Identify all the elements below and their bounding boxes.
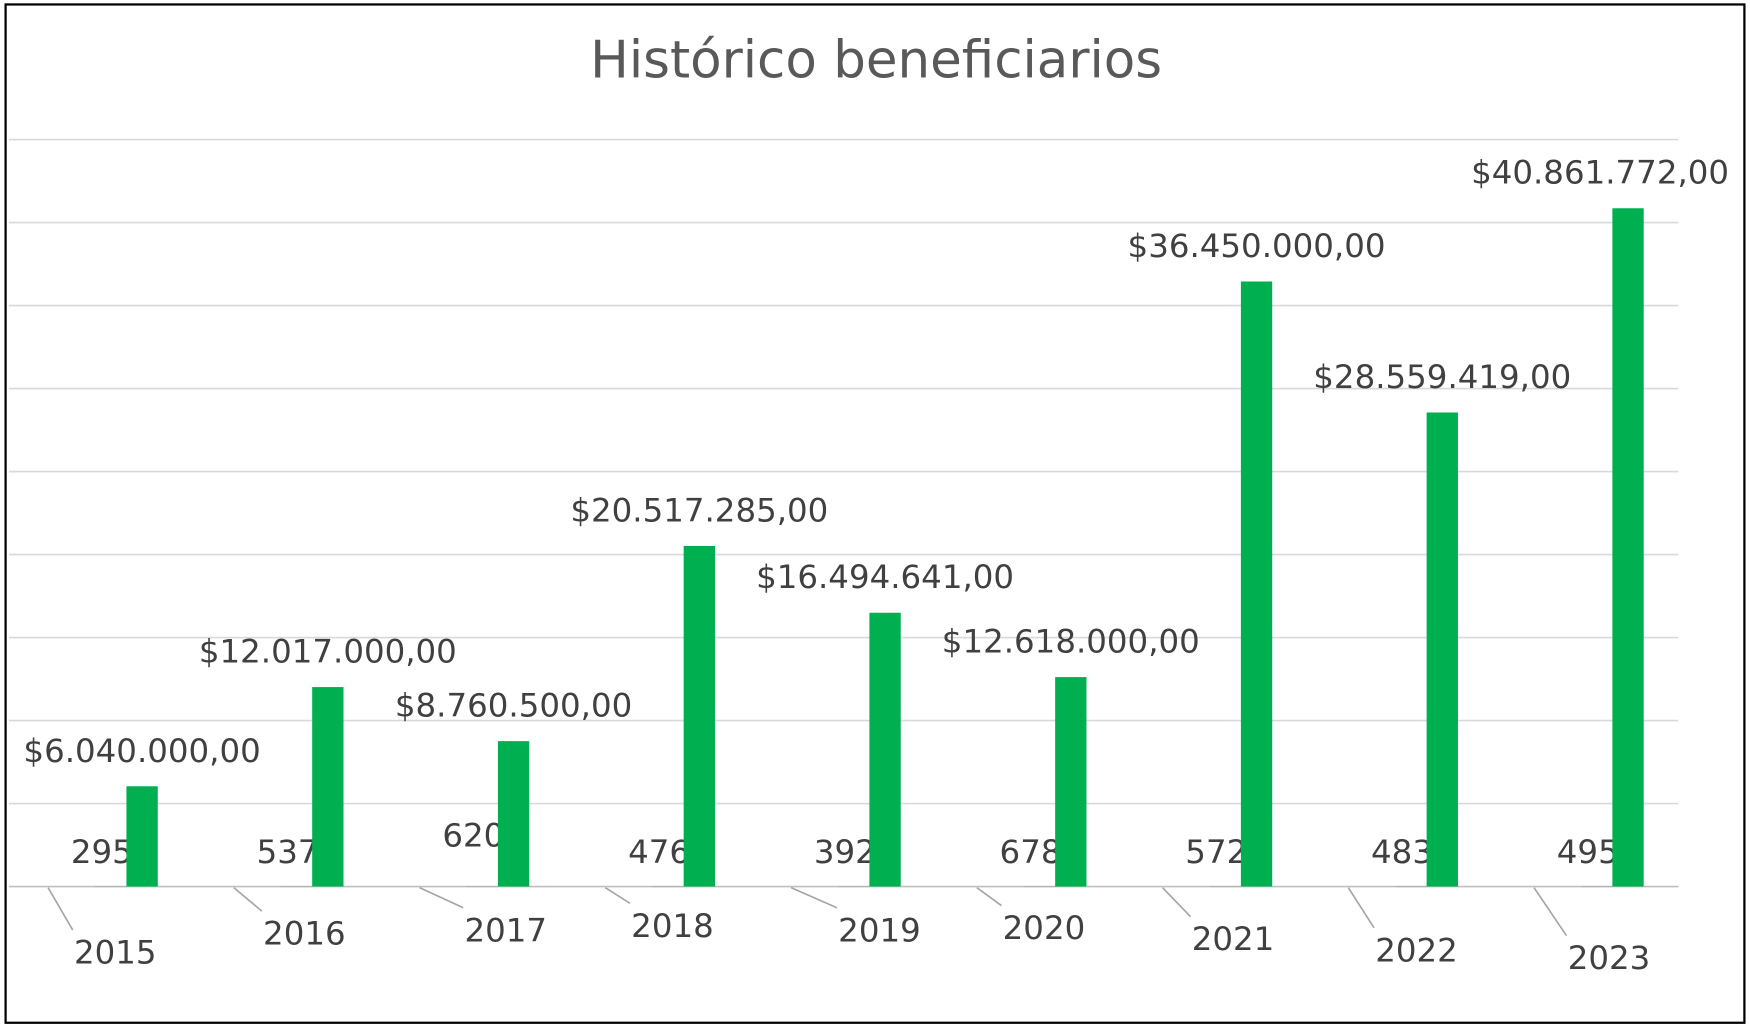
data-label: 392 [814,833,876,871]
data-label: 483 [1371,833,1433,871]
leader-line [790,886,838,909]
data-label: $6.040.000,00 [23,732,260,770]
bar [838,886,870,888]
leader-line [47,887,74,931]
data-label: $40.861.772,00 [1471,154,1729,192]
bar [95,886,127,888]
bar [497,741,530,887]
data-label: 476 [628,833,690,871]
bar [869,612,901,887]
data-label: 678 [1000,833,1062,871]
leader-line [1347,887,1375,929]
bar [312,687,344,887]
data-label: 620 [442,816,504,854]
leader-line [1533,887,1568,937]
x-tick-label: 2020 [1003,909,1086,947]
leader-line [1161,887,1192,918]
x-tick-label: 2017 [464,911,547,949]
leader-line [419,886,464,909]
leader-line [233,887,263,912]
data-label: $12.017.000,00 [199,633,457,671]
bar [1612,208,1644,887]
bar [466,886,498,888]
leader-line [976,886,1002,907]
x-tick-label: 2019 [838,911,921,949]
bar [683,545,715,887]
data-label: $12.618.000,00 [942,623,1200,661]
data-label: $20.517.285,00 [570,491,828,529]
x-tick-label: 2023 [1568,939,1651,977]
x-tick-label: 2016 [263,915,346,953]
bar [280,886,313,888]
data-label: 572 [1185,833,1247,871]
leader-line [604,886,631,905]
chart-title: Histórico beneficiarios [590,31,1162,91]
bar [1426,412,1458,887]
data-label: 537 [257,833,319,871]
x-tick-label: 2018 [631,907,714,945]
data-label: $16.494.641,00 [756,558,1014,596]
data-label: $8.760.500,00 [395,687,632,725]
bar [1581,886,1613,888]
bar [1055,677,1087,887]
x-tick-label: 2022 [1375,931,1458,969]
x-tick-label: 2015 [74,934,157,972]
bar [126,786,158,887]
bar [1395,886,1427,888]
data-label: $36.450.000,00 [1128,227,1386,265]
bar [1240,281,1273,887]
data-label: 295 [71,833,133,871]
bar [1023,886,1056,888]
data-label: $28.559.419,00 [1313,358,1571,396]
bar [652,886,684,888]
bar [1209,886,1241,888]
data-label: 495 [1557,833,1619,871]
x-tick-label: 2021 [1192,920,1275,958]
